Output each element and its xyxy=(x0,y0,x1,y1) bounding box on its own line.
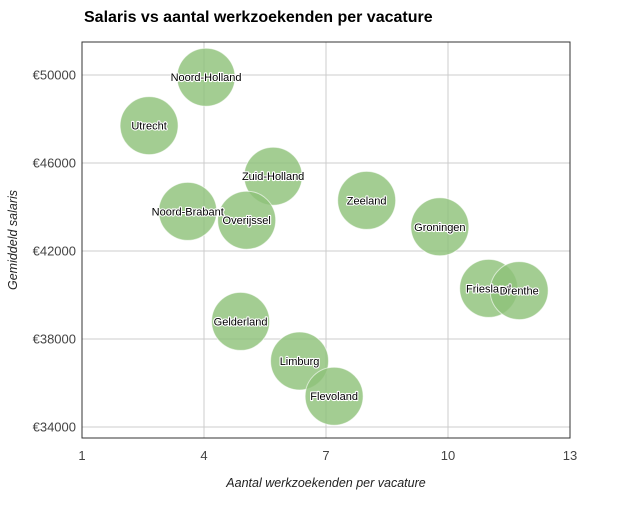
tick-labels: 1 4 7 10 13 €34000 €38000 €42000 €46000 €50000 xyxy=(33,68,578,464)
bubbles xyxy=(119,47,549,426)
bubble[interactable] xyxy=(176,47,236,107)
y-tick-label: €38000 xyxy=(33,332,76,347)
y-tick-label: €34000 xyxy=(33,420,76,435)
y-tick-label: €46000 xyxy=(33,156,76,171)
bubble-label: Zeeland xyxy=(347,195,387,207)
bubble[interactable] xyxy=(119,96,179,156)
bubble-label: Utrecht xyxy=(131,121,166,133)
bubble-label: Noord-Holland xyxy=(171,72,242,84)
y-axis-title: Gemiddeld salaris xyxy=(6,190,20,290)
x-tick-label: 1 xyxy=(78,448,85,463)
y-tick-label: €50000 xyxy=(33,68,76,83)
bubble-label: Groningen xyxy=(414,222,465,234)
bubble-labels: Noord-Holland Utrecht Zuid-Holland Noord-Br… xyxy=(130,71,540,404)
x-tick-label: 13 xyxy=(563,448,577,463)
plot-frame xyxy=(81,41,571,439)
x-tick-label: 10 xyxy=(441,448,455,463)
bubble[interactable] xyxy=(211,291,271,351)
bubble[interactable] xyxy=(243,146,303,206)
bubble-label: Flevoland xyxy=(310,391,358,403)
bubble[interactable] xyxy=(217,190,277,250)
x-axis-title: Aantal werkzoekenden per vacature xyxy=(225,476,425,490)
bubble-label: Gelderland xyxy=(214,316,268,328)
y-tick-label: €42000 xyxy=(33,244,76,259)
bubble-label: Zuid-Holland xyxy=(242,171,304,183)
chart-title: Salaris vs aantal werkzoekenden per vaca… xyxy=(84,9,433,26)
x-tick-label: 4 xyxy=(200,448,207,463)
bubble-label: Drenthe xyxy=(500,286,539,298)
x-tick-label: 7 xyxy=(322,448,329,463)
bubble[interactable] xyxy=(489,261,549,321)
bubble-label: Noord-Brabant xyxy=(152,206,224,218)
bubble[interactable] xyxy=(158,181,218,241)
bubble-label: Overijssel xyxy=(223,215,271,227)
bubble-label: Limburg xyxy=(280,356,320,368)
grid xyxy=(81,41,571,439)
bubble[interactable] xyxy=(410,197,470,257)
bubble[interactable] xyxy=(337,170,397,230)
bubble[interactable] xyxy=(304,366,364,426)
bubble-label: Friesland xyxy=(466,283,511,295)
